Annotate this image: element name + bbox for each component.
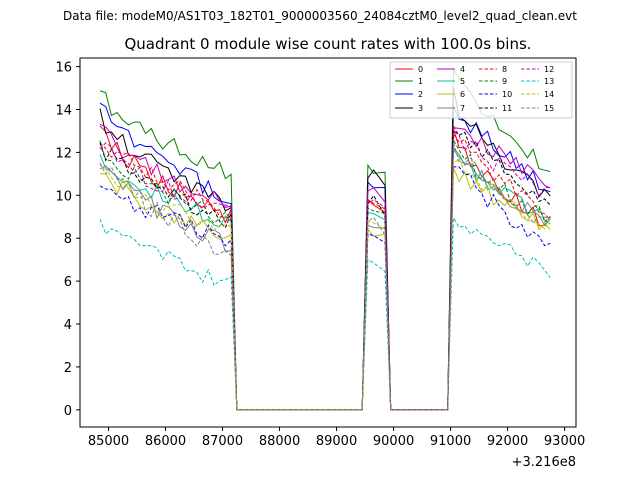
x-tick-label: 90000 bbox=[373, 434, 414, 449]
legend-label-12: 12 bbox=[544, 65, 554, 74]
legend-label-8: 8 bbox=[502, 65, 507, 74]
legend-box bbox=[389, 61, 573, 119]
legend-label-5: 5 bbox=[460, 77, 465, 86]
y-tick-label: 10 bbox=[55, 189, 72, 204]
series-line-9 bbox=[99, 138, 551, 411]
figure-suptitle: Data file: modeM0/AS1T03_182T01_90000035… bbox=[63, 9, 577, 23]
x-tick-label: 93000 bbox=[544, 434, 585, 449]
legend-label-0: 0 bbox=[418, 65, 423, 74]
legend-label-9: 9 bbox=[502, 77, 507, 86]
y-tick-label: 0 bbox=[64, 404, 72, 419]
legend-label-10: 10 bbox=[502, 90, 512, 99]
series-line-15 bbox=[99, 141, 551, 411]
x-tick-label: 88000 bbox=[259, 434, 300, 449]
y-tick-label: 4 bbox=[64, 318, 72, 333]
x-tick-label: 85000 bbox=[88, 434, 129, 449]
legend-label-1: 1 bbox=[418, 77, 423, 86]
x-tick-label: 87000 bbox=[202, 434, 243, 449]
legend-label-7: 7 bbox=[460, 104, 465, 113]
y-tick-label: 2 bbox=[64, 361, 72, 376]
series-layer bbox=[99, 67, 551, 411]
y-tick-label: 12 bbox=[55, 146, 72, 161]
legend-label-15: 15 bbox=[544, 104, 554, 113]
x-offset-label: +3.216e8 bbox=[512, 455, 576, 470]
x-tick-label: 92000 bbox=[487, 434, 528, 449]
legend-label-14: 14 bbox=[544, 90, 554, 99]
chart-title: Quadrant 0 module wise count rates with … bbox=[124, 35, 531, 53]
ticks-layer: 85000 86000 87000 88000 89000 90000 91000 92000… bbox=[55, 61, 585, 449]
plot-frame bbox=[79, 57, 577, 428]
x-tick-label: 86000 bbox=[145, 434, 186, 449]
y-tick-label: 14 bbox=[55, 103, 72, 118]
y-tick-label: 16 bbox=[55, 61, 72, 76]
y-tick-label: 6 bbox=[64, 275, 72, 290]
legend-label-3: 3 bbox=[418, 104, 423, 113]
y-tick-label: 8 bbox=[64, 232, 72, 247]
legend-label-6: 6 bbox=[460, 90, 465, 99]
series-line-14 bbox=[99, 157, 551, 411]
legend-label-4: 4 bbox=[460, 65, 465, 74]
x-tick-label: 91000 bbox=[430, 434, 471, 449]
legend-label-2: 2 bbox=[418, 90, 423, 99]
x-tick-label: 89000 bbox=[316, 434, 357, 449]
legend-label-13: 13 bbox=[544, 77, 554, 86]
series-line-10 bbox=[99, 166, 551, 411]
legend-label-11: 11 bbox=[502, 104, 512, 113]
